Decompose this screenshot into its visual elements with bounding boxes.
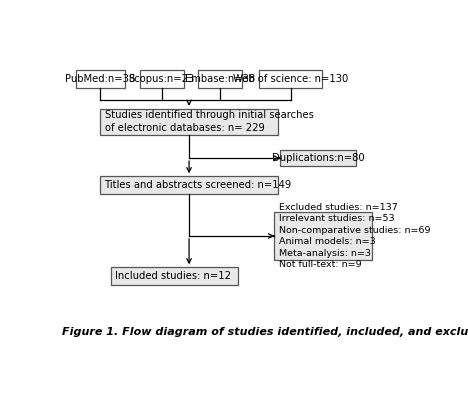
FancyBboxPatch shape bbox=[76, 70, 124, 88]
FancyBboxPatch shape bbox=[259, 70, 322, 88]
Text: Titles and abstracts screened: n=149: Titles and abstracts screened: n=149 bbox=[104, 180, 292, 190]
FancyBboxPatch shape bbox=[100, 176, 278, 194]
FancyBboxPatch shape bbox=[274, 212, 372, 260]
Text: Excluded studies: n=137
Irrelevant studies: n=53
Non-comparative studies: n=69
A: Excluded studies: n=137 Irrelevant studi… bbox=[278, 203, 430, 269]
FancyBboxPatch shape bbox=[100, 109, 278, 134]
Text: Embase:n=38: Embase:n=38 bbox=[185, 74, 255, 84]
Text: Studies identified through initial searches
of electronic databases: n= 229: Studies identified through initial searc… bbox=[104, 110, 314, 133]
FancyBboxPatch shape bbox=[111, 267, 238, 285]
Text: Duplications:n=80: Duplications:n=80 bbox=[271, 153, 364, 163]
FancyBboxPatch shape bbox=[198, 70, 241, 88]
Text: Scopus:n=23: Scopus:n=23 bbox=[129, 74, 195, 84]
Text: PubMed:n=38: PubMed:n=38 bbox=[65, 74, 135, 84]
Text: Figure 1. Flow diagram of studies identified, included, and excluded.: Figure 1. Flow diagram of studies identi… bbox=[62, 327, 468, 337]
Text: Included studies: n=12: Included studies: n=12 bbox=[116, 271, 232, 281]
FancyBboxPatch shape bbox=[140, 70, 183, 88]
FancyBboxPatch shape bbox=[280, 150, 356, 166]
Text: Web of science: n=130: Web of science: n=130 bbox=[233, 74, 348, 84]
